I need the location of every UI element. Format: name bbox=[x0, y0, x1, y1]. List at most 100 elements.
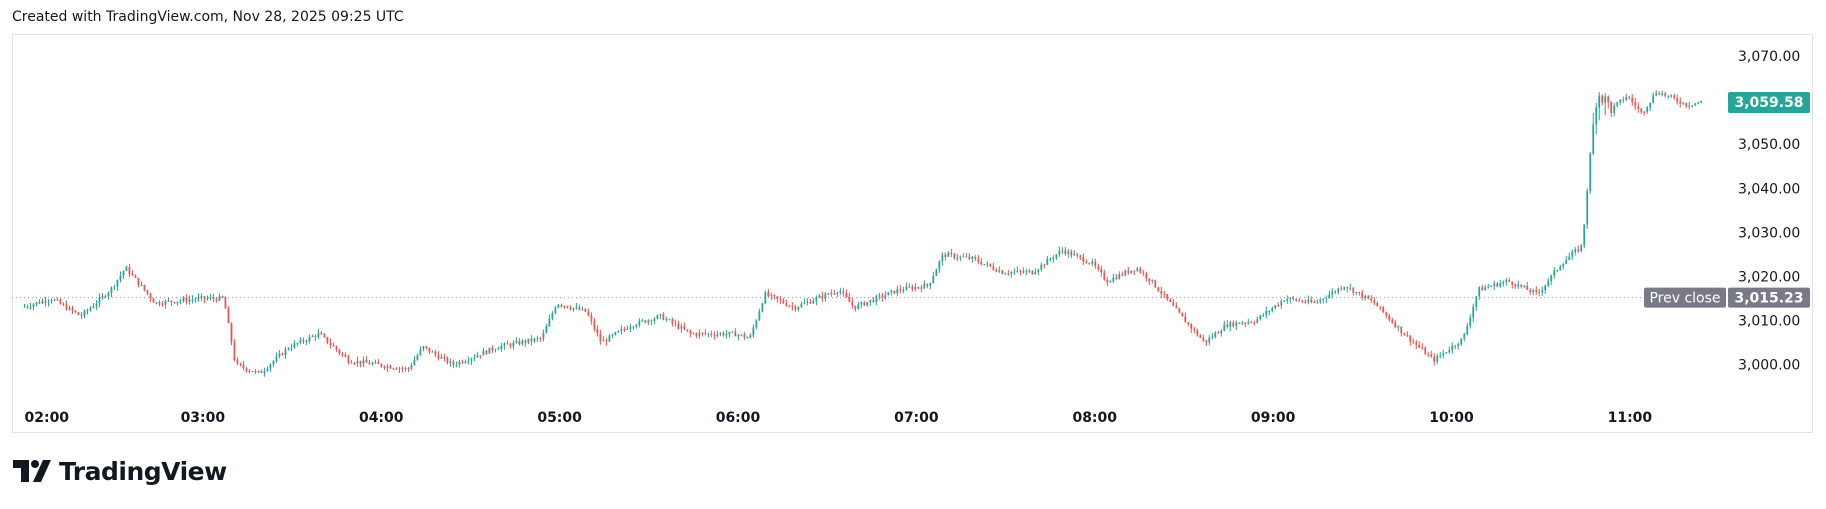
candle-body bbox=[1253, 322, 1256, 324]
candle-body bbox=[1160, 291, 1163, 294]
candle-body bbox=[1490, 286, 1493, 288]
candle-body bbox=[788, 305, 791, 307]
candle-body bbox=[437, 354, 440, 359]
candle-body bbox=[176, 301, 179, 304]
candle-body bbox=[1175, 305, 1178, 309]
candle-body bbox=[170, 300, 173, 303]
candle-body bbox=[1505, 280, 1508, 282]
candle-body bbox=[671, 319, 674, 324]
candle-body bbox=[1118, 273, 1121, 279]
candle-body bbox=[1250, 322, 1253, 324]
candle-body bbox=[527, 338, 530, 343]
candle-body bbox=[1463, 334, 1466, 339]
prev-close-value: 3,015.23 bbox=[1734, 291, 1803, 307]
candle-body bbox=[140, 285, 143, 287]
candle-body bbox=[1199, 335, 1202, 338]
candle-body bbox=[1397, 326, 1400, 328]
candle-body bbox=[134, 275, 137, 278]
candle-body bbox=[1382, 306, 1385, 313]
candle-body bbox=[197, 297, 200, 300]
candle-body bbox=[506, 343, 509, 345]
y-tick-label: 3,050.00 bbox=[1738, 137, 1800, 153]
candle-body bbox=[1670, 95, 1673, 97]
candle-body bbox=[329, 342, 332, 345]
candle-body bbox=[413, 359, 416, 366]
candle-body bbox=[497, 348, 500, 350]
x-tick-label: 06:00 bbox=[716, 410, 761, 426]
candle-body bbox=[1220, 330, 1223, 334]
candle-body bbox=[758, 311, 761, 321]
candle-body bbox=[1115, 277, 1118, 279]
candle-body bbox=[1226, 324, 1229, 328]
candle-body bbox=[902, 290, 905, 292]
candle-body bbox=[1673, 95, 1676, 99]
candle-body bbox=[560, 304, 563, 307]
candle-body bbox=[1697, 102, 1700, 104]
candle-body bbox=[1472, 306, 1475, 318]
candle-body bbox=[860, 302, 863, 305]
candle-body bbox=[422, 346, 425, 350]
candle-body bbox=[206, 298, 209, 300]
tradingview-logo[interactable]: TradingView bbox=[13, 455, 227, 487]
candle-body bbox=[1535, 290, 1538, 292]
candle-body bbox=[950, 252, 953, 254]
candle-body bbox=[1580, 245, 1583, 251]
candle-body bbox=[938, 261, 941, 270]
candle-body bbox=[1637, 106, 1640, 109]
candle-body bbox=[1028, 270, 1031, 272]
price-chart[interactable]: 3,000.00 3,010.00 3,020.00 3,030.00 3,040.00… bbox=[0, 0, 1826, 445]
candle-body bbox=[554, 307, 557, 314]
last-price-tag bbox=[1728, 91, 1810, 113]
candle-body bbox=[1130, 270, 1133, 273]
candle-body bbox=[770, 294, 773, 296]
candle-body bbox=[725, 334, 728, 336]
candle-body bbox=[1457, 344, 1460, 346]
candle-body bbox=[731, 331, 734, 333]
candle-body bbox=[302, 339, 305, 342]
candle-body bbox=[743, 334, 746, 338]
candle-body bbox=[1085, 261, 1088, 264]
candle-body bbox=[1553, 270, 1556, 276]
candle-body bbox=[62, 303, 65, 305]
candle-body bbox=[563, 306, 566, 308]
candle-body bbox=[1172, 302, 1175, 306]
candle-body bbox=[26, 306, 29, 308]
candle-body bbox=[1649, 102, 1652, 108]
candle-body bbox=[1361, 292, 1364, 298]
candle-body bbox=[1334, 291, 1337, 293]
candle-body bbox=[155, 302, 158, 304]
candle-body bbox=[872, 299, 875, 302]
candle-body bbox=[221, 296, 224, 298]
candle-body bbox=[281, 353, 284, 355]
candle-body bbox=[473, 357, 476, 359]
candle-body bbox=[1040, 264, 1043, 270]
candle-body bbox=[977, 258, 980, 262]
candle-body bbox=[572, 307, 575, 310]
candle-body bbox=[1163, 293, 1166, 295]
candle-body bbox=[1643, 111, 1646, 113]
candle-body bbox=[1466, 326, 1469, 335]
candle-body bbox=[293, 343, 296, 348]
candle-body bbox=[1460, 338, 1463, 345]
candle-body bbox=[806, 301, 809, 303]
candle-body bbox=[1232, 322, 1235, 327]
candle-body bbox=[917, 287, 920, 289]
candle-body bbox=[848, 296, 851, 302]
x-tick-label: 07:00 bbox=[894, 410, 939, 426]
candle-body bbox=[1244, 323, 1247, 325]
candle-body bbox=[890, 290, 893, 293]
candle-body bbox=[428, 347, 431, 353]
candle-body bbox=[695, 333, 698, 336]
candle-body bbox=[1001, 270, 1004, 274]
candle-body bbox=[767, 292, 770, 296]
candle-body bbox=[86, 310, 89, 312]
candle-body bbox=[209, 297, 212, 299]
candle-body bbox=[713, 334, 716, 336]
candle-body bbox=[233, 342, 236, 360]
candle-body bbox=[842, 291, 845, 293]
candle-body bbox=[1493, 283, 1496, 287]
candle-body bbox=[1151, 279, 1154, 282]
candle-body bbox=[536, 338, 539, 340]
candle-body bbox=[1247, 322, 1250, 324]
candle-body bbox=[137, 277, 140, 286]
